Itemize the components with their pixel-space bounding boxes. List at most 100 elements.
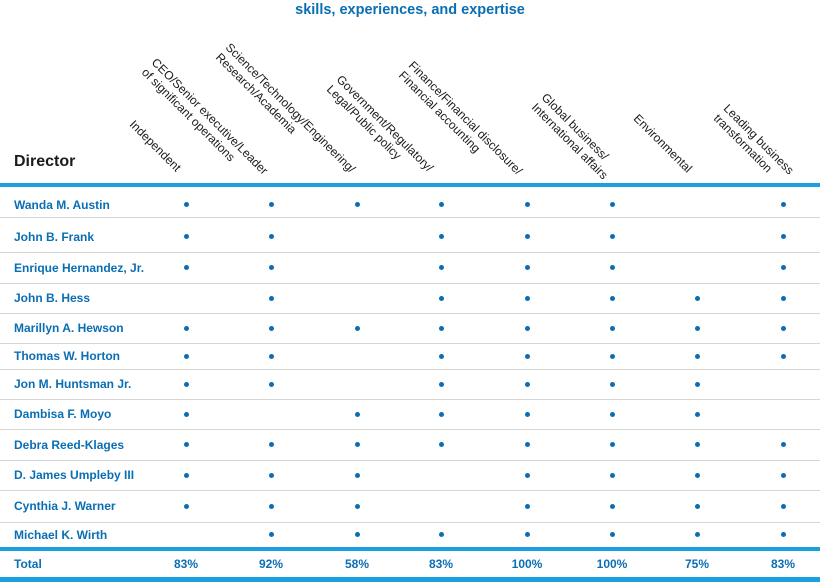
total-value: 83% xyxy=(770,557,796,571)
skill-dot xyxy=(354,325,360,331)
skill-dot xyxy=(694,532,700,537)
skill-dot xyxy=(183,442,189,447)
skill-dot xyxy=(694,442,700,447)
column-header-line: Independent xyxy=(126,117,184,175)
skill-dot xyxy=(524,325,530,331)
row-divider xyxy=(0,460,820,461)
column-header-text: Leading business transformation xyxy=(711,101,796,187)
bottom-bar xyxy=(0,577,820,582)
skill-dot xyxy=(780,472,786,478)
skill-dot xyxy=(268,381,274,387)
column-header-text: Global business/International affairs xyxy=(529,90,620,182)
skill-dot xyxy=(438,411,444,417)
skill-dot xyxy=(183,202,189,207)
skill-dot xyxy=(438,202,444,207)
skill-dot xyxy=(438,381,444,387)
skill-dot xyxy=(694,381,700,387)
skill-dot xyxy=(438,353,444,359)
skill-dot xyxy=(524,442,530,447)
row-divider xyxy=(0,490,820,491)
total-value: 75% xyxy=(684,557,710,571)
total-value: 100% xyxy=(511,557,543,571)
director-name: Enrique Hernandez, Jr. xyxy=(14,260,145,275)
row-divider xyxy=(0,429,820,430)
director-column-label: Director xyxy=(14,153,76,170)
total-value: 92% xyxy=(258,557,284,571)
skill-dot xyxy=(609,532,615,537)
skill-dot xyxy=(780,532,786,537)
row-divider xyxy=(0,343,820,344)
skill-dot xyxy=(609,411,615,417)
skill-dot xyxy=(780,442,786,447)
skill-dot xyxy=(609,442,615,447)
skill-dot xyxy=(354,472,360,478)
skill-dot xyxy=(609,381,615,387)
director-name: Cynthia J. Warner xyxy=(14,499,116,513)
skill-dot xyxy=(694,353,700,359)
skill-dot xyxy=(524,202,530,207)
director-name: John B. Frank xyxy=(14,229,95,244)
skill-dot xyxy=(524,532,530,537)
skill-dot xyxy=(780,265,786,270)
skill-dot xyxy=(438,532,444,537)
column-header-text: Environmental xyxy=(630,111,695,176)
skill-dot xyxy=(268,442,274,447)
skill-dot xyxy=(438,265,444,270)
skill-dot xyxy=(780,353,786,359)
director-name: Thomas W. Horton xyxy=(14,349,120,363)
skill-dot xyxy=(524,295,530,301)
skill-dot xyxy=(780,503,786,509)
table-title: skills, experiences, and expertise xyxy=(295,2,525,18)
total-value: 83% xyxy=(173,557,199,571)
skill-dot xyxy=(268,234,274,239)
skill-dot xyxy=(354,532,360,537)
skill-dot xyxy=(183,472,189,478)
skill-dot xyxy=(609,353,615,359)
skill-dot xyxy=(183,325,189,331)
director-name: Dambisa F. Moyo xyxy=(14,407,112,421)
skill-dot xyxy=(354,503,360,509)
skill-dot xyxy=(780,325,786,331)
skill-dot xyxy=(524,265,530,270)
skill-dot xyxy=(354,442,360,447)
skill-dot xyxy=(268,353,274,359)
skill-dot xyxy=(268,532,274,537)
skill-dot xyxy=(524,411,530,417)
skill-dot xyxy=(268,202,274,207)
skill-dot xyxy=(609,472,615,478)
row-divider xyxy=(0,252,820,253)
director-name: Wanda M. Austin xyxy=(14,197,110,212)
header-divider-bar xyxy=(0,183,820,187)
skill-dot xyxy=(438,295,444,301)
skill-dot xyxy=(780,202,786,207)
row-divider xyxy=(0,399,820,400)
skill-dot xyxy=(524,472,530,478)
skill-dot xyxy=(694,472,700,478)
skill-dot xyxy=(354,411,360,417)
row-divider xyxy=(0,283,820,284)
skill-dot xyxy=(438,325,444,331)
skill-dot xyxy=(268,295,274,301)
total-value: 58% xyxy=(344,557,370,571)
director-name: Marillyn A. Hewson xyxy=(14,321,124,335)
skill-dot xyxy=(183,234,189,239)
skill-dot xyxy=(609,234,615,239)
row-divider xyxy=(0,369,820,370)
skill-dot xyxy=(183,265,189,270)
skill-dot xyxy=(694,325,700,331)
skill-dot xyxy=(609,265,615,270)
total-value: 83% xyxy=(428,557,454,571)
total-value: 100% xyxy=(596,557,628,571)
director-name: D. James Umpleby III xyxy=(14,468,135,482)
skill-dot xyxy=(524,353,530,359)
skill-dot xyxy=(609,325,615,331)
skill-dot xyxy=(268,503,274,509)
column-header-text: Independent xyxy=(126,117,184,175)
skill-dot xyxy=(183,411,189,417)
skill-dot xyxy=(438,442,444,447)
skill-dot xyxy=(268,265,274,270)
director-name: Debra Reed-Klages xyxy=(14,437,125,452)
skill-dot xyxy=(780,295,786,301)
director-name: Michael K. Wirth xyxy=(14,527,108,542)
skill-dot xyxy=(183,503,189,509)
